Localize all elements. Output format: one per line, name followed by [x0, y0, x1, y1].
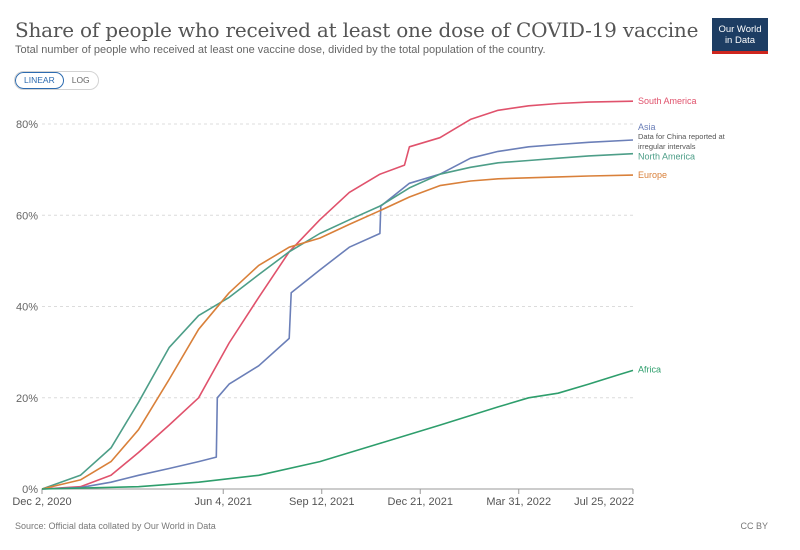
x-tick-label: Dec 2, 2020	[12, 496, 71, 508]
series-label-north-america: North America	[638, 152, 695, 162]
linear-scale-button[interactable]: LINEAR	[15, 72, 64, 89]
y-tick-label: 60%	[16, 210, 38, 222]
series-line-africa	[41, 369, 634, 490]
series-label-south-america: South America	[638, 96, 697, 106]
scale-toggle: LINEAR LOG	[14, 71, 99, 90]
china-annotation-line-2: irregular intervals	[638, 142, 696, 151]
series-label-asia: Asia	[638, 122, 656, 132]
logo-line-2: in Data	[724, 34, 756, 46]
log-scale-button[interactable]: LOG	[71, 75, 90, 85]
x-tick-label: Dec 21, 2021	[388, 496, 453, 508]
chart-subtitle: Total number of people who received at l…	[15, 44, 546, 56]
source-note: Source: Official data collated by Our Wo…	[15, 521, 216, 531]
x-tick-label: Sep 12, 2021	[289, 496, 354, 508]
x-tick-label: Jun 4, 2021	[194, 496, 252, 508]
series-label-europe: Europe	[638, 170, 667, 180]
x-tick-label: Jul 25, 2022	[574, 496, 634, 508]
y-tick-label: 20%	[16, 393, 38, 405]
license-link[interactable]: CC BY	[740, 521, 768, 531]
y-tick-label: 40%	[16, 302, 38, 314]
series-line-south-america	[41, 100, 634, 490]
china-annotation-line-1: Data for China reported at	[638, 132, 726, 141]
y-tick-label: 0%	[22, 484, 38, 496]
series-line-europe	[41, 174, 634, 490]
logo-line-1: Our World	[718, 23, 762, 35]
owid-logo[interactable]: Our World in Data	[712, 18, 768, 54]
chart-title: Share of people who received at least on…	[15, 18, 699, 42]
y-tick-label: 80%	[16, 119, 38, 131]
series-line-asia	[41, 139, 634, 490]
series-line-north-america	[41, 152, 634, 490]
x-tick-label: Mar 31, 2022	[486, 496, 551, 508]
series-label-africa: Africa	[638, 364, 661, 374]
